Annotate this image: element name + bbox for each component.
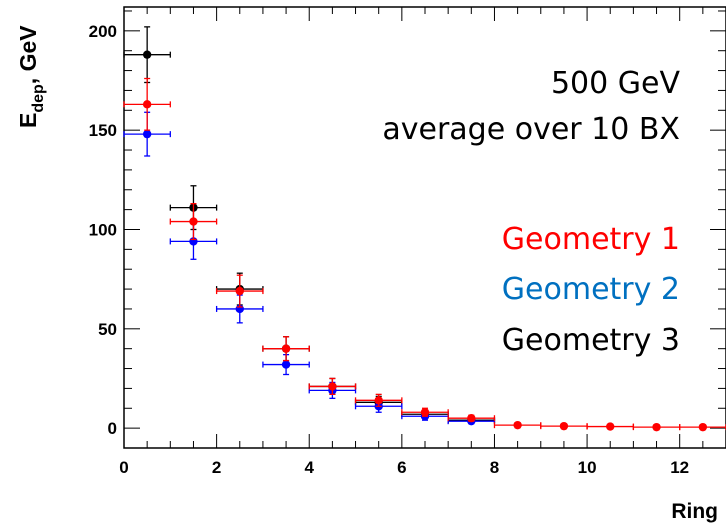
y-axis-label-subscript: dep: [30, 84, 47, 113]
y-tick-label: 100: [89, 220, 117, 239]
data-point: [142, 50, 152, 59]
data-point: [281, 360, 291, 369]
y-tick-label: 50: [98, 320, 117, 339]
data-point: [513, 420, 522, 430]
data-point: [189, 217, 198, 226]
data-point: [698, 422, 708, 432]
data-point: [420, 408, 430, 417]
annotation-energy: 500 GeV: [551, 66, 681, 101]
data-point: [652, 422, 661, 432]
annotation-average: average over 10 BX: [382, 112, 680, 147]
data-point: [142, 100, 152, 109]
x-tick-labels: 0 2 4 6 8 10 12: [119, 458, 689, 477]
x-tick-label: 8: [490, 458, 499, 477]
legend: Geometry 1 Geometry 2 Geometry 3: [502, 222, 680, 358]
y-tick-labels: 0 50 100 150 200: [89, 22, 117, 438]
y-tick-label: 0: [108, 419, 117, 438]
axis-ticks: [123, 7, 726, 449]
y-tick-label: 150: [89, 121, 117, 140]
data-point: [374, 396, 383, 405]
x-tick-label: 6: [397, 458, 406, 477]
x-tick-label: 12: [670, 458, 689, 477]
y-tick-label: 200: [89, 22, 117, 41]
data-series: [123, 26, 726, 432]
data-point: [281, 344, 291, 353]
x-axis-label: Ring: [671, 500, 718, 523]
x-tick-label: 2: [212, 458, 221, 477]
data-point: [606, 422, 615, 431]
y-axis-label-unit: , GeV: [15, 25, 41, 84]
data-point: [328, 382, 337, 391]
legend-entry: Geometry 3: [502, 323, 680, 358]
y-axis-label: Edep, GeV: [15, 25, 47, 128]
data-point: [235, 286, 244, 296]
series-geometry-2: [123, 111, 496, 426]
x-tick-label: 10: [578, 458, 597, 477]
x-tick-label: 0: [119, 458, 128, 477]
legend-entry: Geometry 1: [502, 222, 680, 257]
legend-entry: Geometry 2: [502, 272, 680, 307]
y-axis-label-main: E: [15, 113, 41, 128]
data-point: [142, 129, 152, 139]
data-point: [467, 414, 476, 423]
series-geometry-1: [123, 77, 726, 432]
x-tick-label: 4: [304, 458, 314, 477]
data-point: [559, 421, 569, 431]
